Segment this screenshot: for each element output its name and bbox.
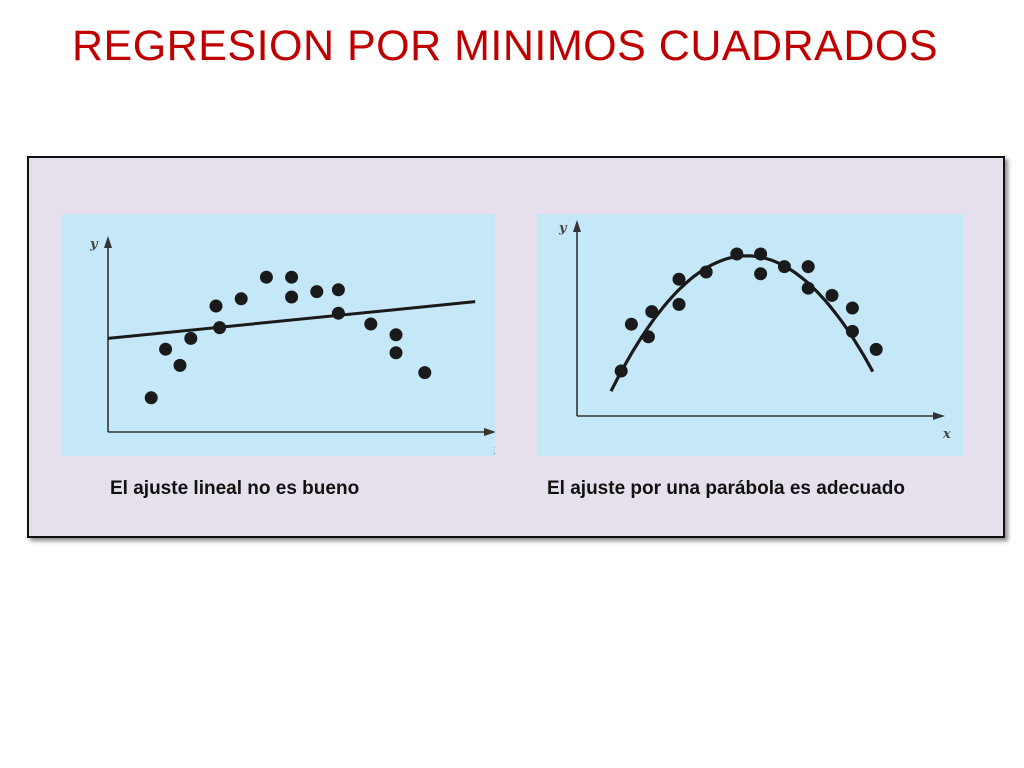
data-point [754, 267, 768, 281]
data-point [624, 317, 638, 331]
data-point [699, 265, 713, 279]
data-point [672, 297, 686, 311]
data-point [730, 247, 744, 261]
x-axis-arrow [484, 428, 495, 436]
data-point [310, 285, 324, 299]
caption-parabola: El ajuste por una parábola es adecuado [547, 478, 905, 499]
data-point [777, 260, 791, 274]
caption-linear: El ajuste lineal no es bueno [110, 478, 360, 499]
fit-line [107, 300, 476, 340]
fit-curve [609, 254, 875, 392]
data-point [801, 281, 815, 295]
data-point [641, 330, 655, 344]
data-point [159, 342, 173, 356]
data-point [614, 364, 628, 378]
x-axis-label: x [493, 443, 495, 456]
data-point [825, 288, 839, 302]
y-axis-arrow [573, 220, 581, 232]
data-point [389, 346, 403, 360]
data-point [801, 260, 815, 274]
y-axis-arrow [104, 236, 112, 248]
data-point [364, 317, 378, 331]
data-point [389, 328, 403, 342]
data-point [331, 306, 345, 320]
linear-fit-svg: yx [89, 236, 495, 456]
data-point [209, 299, 223, 313]
data-point [845, 301, 859, 315]
data-point [672, 272, 686, 286]
data-point [845, 324, 859, 338]
data-point [259, 270, 273, 284]
data-point [173, 358, 187, 372]
x-axis-arrow [933, 412, 945, 420]
data-point [184, 331, 198, 345]
y-axis-label: y [558, 221, 568, 236]
data-point [331, 283, 345, 297]
slide-title: REGRESION POR MINIMOS CUADRADOS [71, 22, 939, 70]
data-point [234, 292, 248, 306]
data-point [869, 342, 883, 356]
data-point [213, 321, 227, 335]
y-axis-label: y [89, 237, 99, 252]
data-point [285, 290, 299, 304]
data-point [144, 391, 158, 405]
x-axis-label: x [942, 427, 951, 442]
parabolic-fit-svg: yx [558, 220, 951, 442]
data-point [285, 270, 299, 284]
data-point [754, 247, 768, 261]
data-point [645, 305, 659, 319]
data-point [418, 366, 432, 380]
linear-fit-chart: yx [61, 214, 495, 456]
